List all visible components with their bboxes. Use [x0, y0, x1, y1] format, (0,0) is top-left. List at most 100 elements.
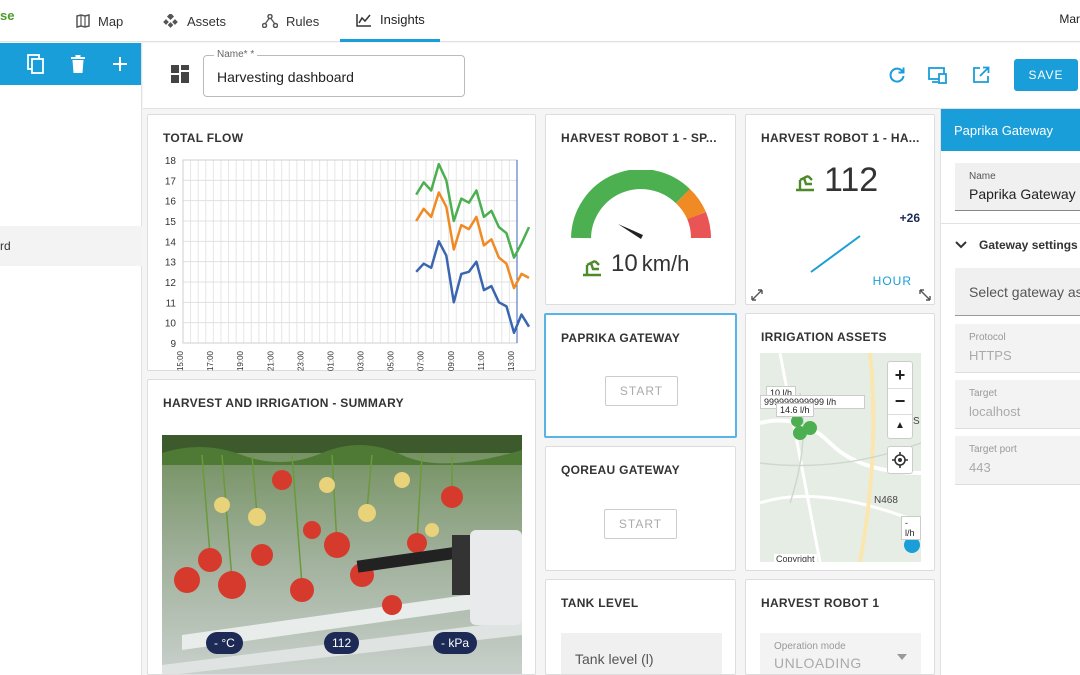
irrigation-map[interactable]: 10 l/h 999999999999 l/h 14.6 l/h - l/h N…: [760, 353, 921, 562]
zoom-in-icon[interactable]: +: [894, 365, 906, 385]
y-tick-label: 13: [165, 258, 177, 269]
resize-icon[interactable]: [751, 289, 763, 301]
zoom-controls: + − ▲: [887, 361, 913, 439]
target-value: localhost: [969, 404, 1021, 419]
speed-value: 10: [611, 250, 638, 277]
harvest-robot-title: HARVEST ROBOT 1: [761, 596, 880, 610]
nav-assets[interactable]: Assets: [163, 0, 226, 42]
y-tick-label: 17: [165, 176, 177, 187]
speed-card[interactable]: HARVEST ROBOT 1 - SP... 10 km/h: [545, 114, 736, 305]
top-nav: se Map Assets Rules Insights Mar: [0, 0, 1080, 42]
speed-readout: 10 km/h: [611, 250, 689, 278]
y-tick-label: 18: [165, 156, 177, 167]
widget-name-label: Name: [969, 171, 996, 182]
tank-level-card[interactable]: TANK LEVEL Tank level (l): [545, 579, 736, 675]
x-tick-label: 09:00: [447, 350, 456, 371]
y-tick-label: 14: [165, 237, 177, 248]
add-icon[interactable]: [109, 53, 131, 75]
nav-map[interactable]: Map: [76, 0, 123, 42]
map-edge-label: S: [913, 416, 920, 427]
dashboard-list-item[interactable]: rd: [0, 226, 142, 266]
harvested-value: 112: [824, 161, 879, 199]
qoreau-gateway-card[interactable]: QOREAU GATEWAY START: [545, 446, 736, 571]
harvest-robot-card[interactable]: HARVEST ROBOT 1 Operation mode UNLOADING: [745, 579, 935, 675]
zoom-out-icon[interactable]: −: [888, 388, 912, 414]
nav-map-label: Map: [98, 13, 124, 29]
target-port-field: Target port 443: [955, 436, 1080, 485]
chevron-down-icon: [955, 241, 967, 249]
map-copyright[interactable]: Copyright: [774, 554, 817, 562]
select-gateway-asset[interactable]: Select gateway as: [955, 268, 1080, 316]
x-tick-label: 07:00: [417, 350, 426, 371]
paprika-start-button[interactable]: START: [605, 376, 678, 406]
total-flow-title: TOTAL FLOW: [163, 131, 244, 145]
divider: [941, 223, 1080, 224]
operation-mode-label: Operation mode: [774, 641, 846, 652]
tank-level-label: Tank level (l): [575, 651, 654, 667]
assets-icon: [163, 14, 178, 28]
nav-assets-label: Assets: [187, 13, 227, 29]
target-label: Target: [969, 388, 997, 399]
widget-settings-panel: Paprika Gateway Name Paprika Gateway Gat…: [940, 109, 1080, 675]
nav-rules[interactable]: Rules: [262, 0, 319, 42]
widget-name-field[interactable]: Name Paprika Gateway: [955, 163, 1080, 211]
paprika-gateway-card[interactable]: PAPRIKA GATEWAY START: [544, 313, 737, 438]
x-tick-label: 13:00: [507, 350, 516, 371]
dropdown-arrow-icon: [897, 654, 907, 660]
dashboard-name-field[interactable]: Name* * Harvesting dashboard: [203, 49, 465, 97]
y-tick-label: 9: [170, 339, 176, 350]
widget-name-value[interactable]: Paprika Gateway: [969, 186, 1076, 202]
speed-gauge: [571, 170, 711, 239]
nav-rules-label: Rules: [286, 13, 320, 29]
harvested-delta: +26: [899, 211, 920, 225]
dashboard-list-panel: rd: [0, 43, 142, 675]
irrigation-assets-title: IRRIGATION ASSETS: [761, 330, 887, 344]
brand-logo[interactable]: se: [0, 8, 15, 23]
y-tick-label: 11: [166, 298, 177, 309]
qoreau-start-button[interactable]: START: [604, 509, 677, 539]
resize-icon[interactable]: [919, 289, 931, 301]
protocol-value: HTTPS: [969, 348, 1012, 363]
harvested-period[interactable]: HOUR: [872, 274, 912, 288]
copy-icon[interactable]: [25, 53, 47, 75]
x-tick-label: 17:00: [206, 350, 215, 371]
map-icon: [76, 14, 90, 28]
temperature-badge: - °C: [206, 632, 243, 654]
compass-icon[interactable]: ▲: [888, 414, 912, 438]
tank-level-field[interactable]: Tank level (l): [561, 633, 722, 674]
left-toolbar: [0, 43, 141, 85]
harvest-robot-icon: [796, 174, 814, 192]
operation-mode-select[interactable]: Operation mode UNLOADING: [760, 633, 921, 674]
series-line: [415, 191, 530, 290]
delete-icon[interactable]: [67, 53, 89, 75]
dashboard-name-value[interactable]: Harvesting dashboard: [217, 69, 354, 85]
open-external-icon[interactable]: [972, 66, 990, 84]
y-tick-label: 10: [165, 319, 177, 330]
nav-insights[interactable]: Insights: [340, 0, 440, 42]
total-flow-card[interactable]: TOTAL FLOW 9 10 11 12 13 14 15 16 17 18 15:00 17:00…: [147, 114, 536, 371]
x-tick-label: 05:00: [387, 350, 396, 371]
target-field: Target localhost: [955, 380, 1080, 429]
locate-icon[interactable]: [887, 446, 913, 474]
user-name[interactable]: Mar: [1059, 12, 1080, 26]
gateway-settings-section[interactable]: Gateway settings: [955, 238, 1078, 252]
x-tick-label: 11:00: [477, 350, 486, 370]
harvested-card[interactable]: HARVEST ROBOT 1 - HA... 112 +26 HOUR: [745, 114, 935, 305]
harvest-count-badge: 112: [324, 632, 360, 654]
summary-card[interactable]: HARVEST AND IRRIGATION - SUMMARY - °C 11…: [147, 379, 536, 675]
target-port-value: 443: [969, 460, 991, 475]
trend-sparkline: [810, 235, 861, 273]
dashboard-header: Name* * Harvesting dashboard SAVE: [143, 43, 1080, 109]
irrigation-assets-card[interactable]: IRRIGATION ASSETS 10 l/h 999999999999 l/…: [745, 313, 935, 571]
map-label: - l/h: [901, 516, 921, 540]
dashboard-grid-icon: [171, 65, 189, 83]
speed-unit: km/h: [641, 251, 690, 276]
responsive-view-icon[interactable]: [928, 66, 948, 84]
pressure-badge: - kPa: [433, 632, 478, 654]
nav-insights-label: Insights: [380, 12, 425, 27]
save-button[interactable]: SAVE: [1014, 59, 1078, 91]
tank-level-title: TANK LEVEL: [561, 596, 639, 610]
operation-mode-value: UNLOADING: [774, 655, 862, 671]
refresh-icon[interactable]: [888, 66, 906, 84]
x-tick-label: 03:00: [357, 350, 366, 371]
